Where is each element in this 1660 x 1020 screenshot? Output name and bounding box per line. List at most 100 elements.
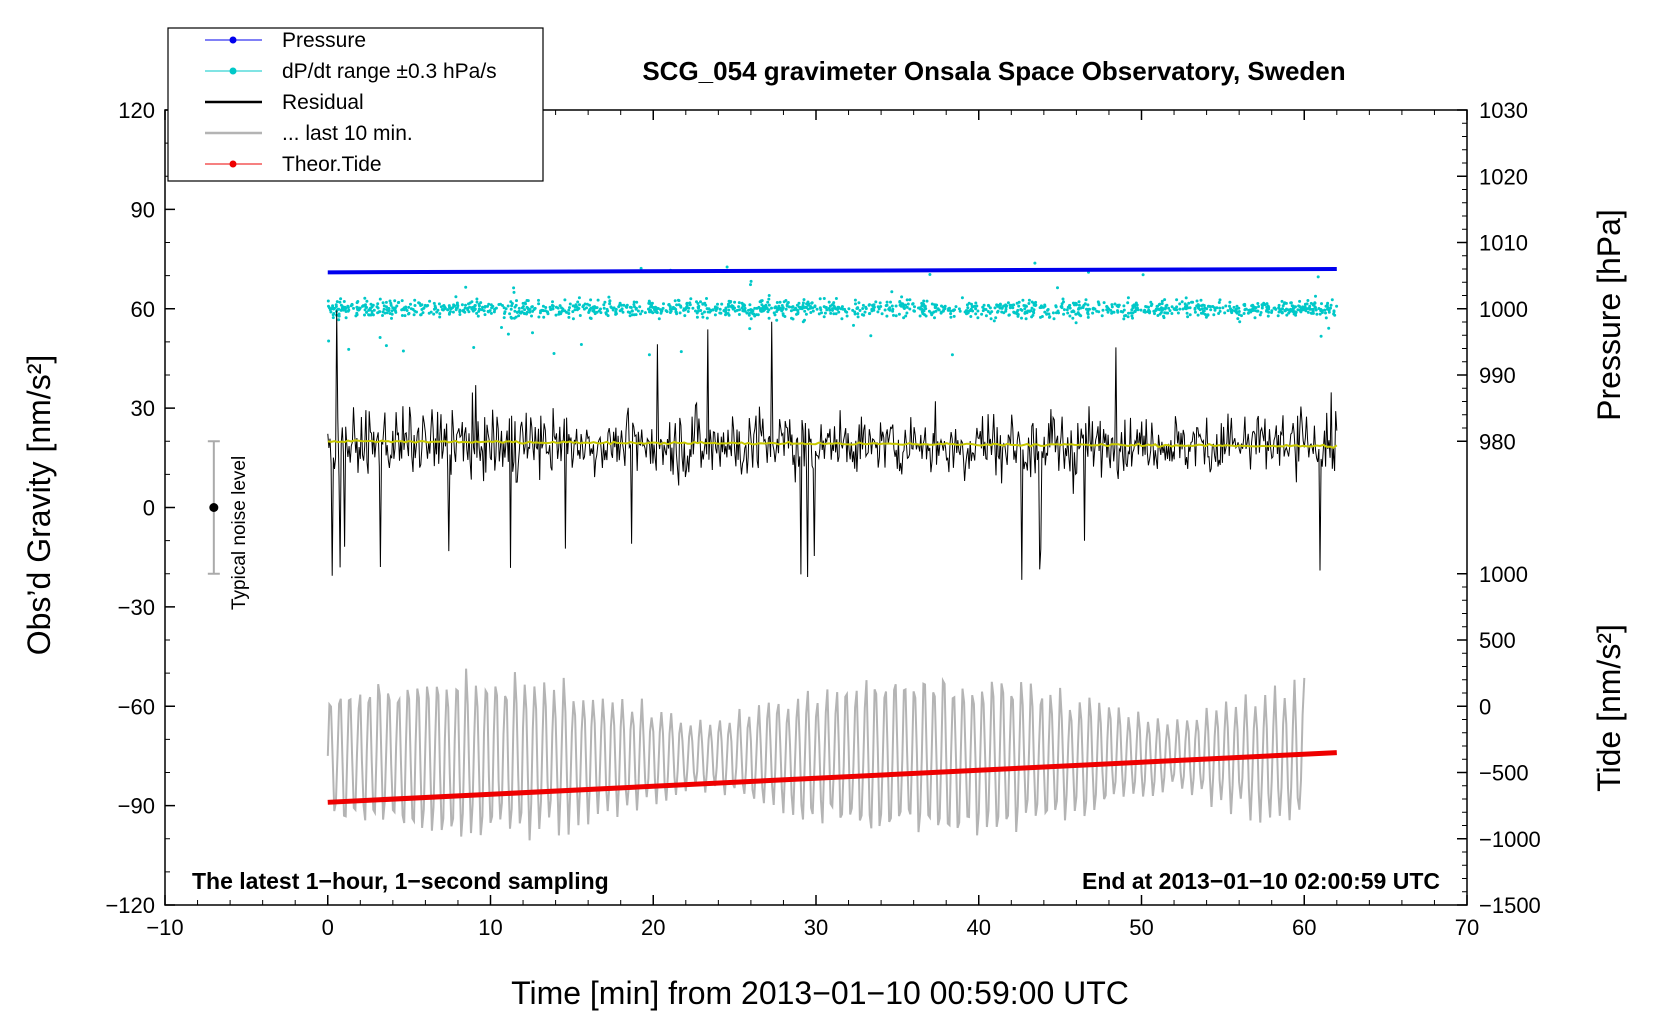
- dpdt-point: [443, 306, 447, 310]
- dpdt-point: [335, 308, 339, 312]
- dpdt-point: [389, 301, 393, 305]
- dpdt-point: [651, 311, 655, 315]
- dpdt-point: [960, 296, 964, 300]
- dpdt-point: [1119, 310, 1123, 313]
- dpdt-point: [578, 303, 581, 307]
- dpdt-point: [448, 310, 452, 314]
- dpdt-point: [869, 334, 873, 338]
- dpdt-point: [381, 310, 385, 314]
- dpdt-point: [1135, 306, 1139, 310]
- dpdt-point: [504, 307, 508, 311]
- dpdt-point: [1291, 309, 1294, 313]
- dpdt-point: [885, 303, 889, 307]
- dpdt-point: [1277, 303, 1281, 307]
- dpdt-point: [394, 310, 398, 314]
- dpdt-point: [1027, 302, 1031, 305]
- dpdt-point: [697, 306, 701, 309]
- dpdt-point: [905, 305, 909, 309]
- dpdt-point: [1061, 297, 1065, 301]
- legend-marker: [229, 67, 237, 75]
- dpdt-point: [731, 304, 735, 308]
- dpdt-point: [347, 308, 351, 312]
- dpdt-point: [385, 311, 389, 315]
- dpdt-point: [1320, 302, 1323, 306]
- dpdt-point: [1172, 307, 1176, 311]
- dpdt-point: [573, 308, 577, 312]
- legend-box: [167, 27, 544, 182]
- dpdt-point: [390, 316, 393, 320]
- dpdt-point: [934, 303, 938, 307]
- x-tick-label: 60: [1292, 915, 1316, 940]
- dpdt-point: [1166, 311, 1170, 315]
- dpdt-point: [1017, 300, 1021, 304]
- dpdt-point: [1149, 304, 1153, 308]
- dpdt-point: [1283, 309, 1287, 313]
- dpdt-point: [699, 300, 702, 304]
- dpdt-point: [1077, 300, 1081, 304]
- dpdt-point: [980, 312, 984, 316]
- dpdt-point: [733, 309, 737, 313]
- dpdt-point: [949, 312, 953, 316]
- dpdt-point: [1243, 304, 1247, 308]
- dpdt-point: [701, 315, 705, 319]
- dpdt-point: [975, 304, 979, 308]
- dpdt-point: [1175, 298, 1179, 302]
- dpdt-point: [515, 299, 518, 303]
- dpdt-point: [1038, 306, 1042, 310]
- dpdt-point: [767, 303, 771, 307]
- dpdt-point: [1311, 311, 1315, 315]
- dpdt-point: [648, 301, 652, 305]
- dpdt-point: [900, 295, 904, 299]
- dpdt-point: [1019, 308, 1023, 311]
- dpdt-point: [1301, 305, 1305, 309]
- dpdt-point: [497, 303, 501, 306]
- dpdt-point: [900, 302, 904, 306]
- dpdt-point: [607, 295, 611, 299]
- dpdt-point: [1309, 301, 1313, 305]
- dpdt-point: [558, 304, 562, 308]
- dpdt-point: [1076, 311, 1080, 315]
- dpdt-point: [925, 299, 929, 303]
- dpdt-point: [477, 309, 481, 313]
- dpdt-point: [1084, 298, 1088, 302]
- dpdt-point: [1314, 306, 1317, 310]
- dpdt-point: [1005, 304, 1009, 308]
- dpdt-point: [357, 307, 361, 311]
- dpdt-point: [853, 312, 857, 316]
- dpdt-point: [785, 303, 789, 307]
- dpdt-point: [880, 312, 884, 316]
- dpdt-point: [376, 306, 380, 310]
- dpdt-point: [639, 312, 642, 316]
- dpdt-point: [899, 304, 903, 308]
- dpdt-point: [334, 303, 338, 307]
- dpdt-point: [1056, 286, 1059, 290]
- dpdt-point: [868, 303, 871, 307]
- x-tick-label: −10: [146, 915, 183, 940]
- dpdt-point: [676, 298, 680, 302]
- dpdt-point: [1017, 304, 1021, 308]
- dpdt-point: [813, 305, 817, 309]
- dpdt-point: [847, 307, 851, 311]
- dpdt-point: [367, 308, 371, 312]
- dpdt-point: [571, 317, 575, 321]
- dpdt-point: [483, 305, 487, 308]
- dpdt-point: [775, 318, 779, 322]
- dpdt-point: [679, 350, 683, 354]
- dpdt-point: [1251, 307, 1254, 311]
- dpdt-point: [1141, 273, 1145, 277]
- dpdt-point: [1145, 305, 1149, 309]
- pressure-tick-label: 980: [1479, 429, 1516, 454]
- dpdt-point: [415, 310, 418, 314]
- dpdt-point: [571, 310, 575, 314]
- dpdt-point: [738, 308, 741, 312]
- y-tick-label: −90: [118, 794, 155, 819]
- dpdt-point: [737, 305, 741, 309]
- dpdt-point: [488, 309, 492, 313]
- dpdt-point: [773, 306, 777, 310]
- dpdt-point: [803, 309, 807, 313]
- dpdt-point: [1203, 313, 1207, 316]
- pressure-tick-label: 1000: [1479, 297, 1528, 322]
- dpdt-point: [1324, 311, 1327, 315]
- dpdt-point: [588, 316, 592, 320]
- dpdt-point: [401, 349, 405, 353]
